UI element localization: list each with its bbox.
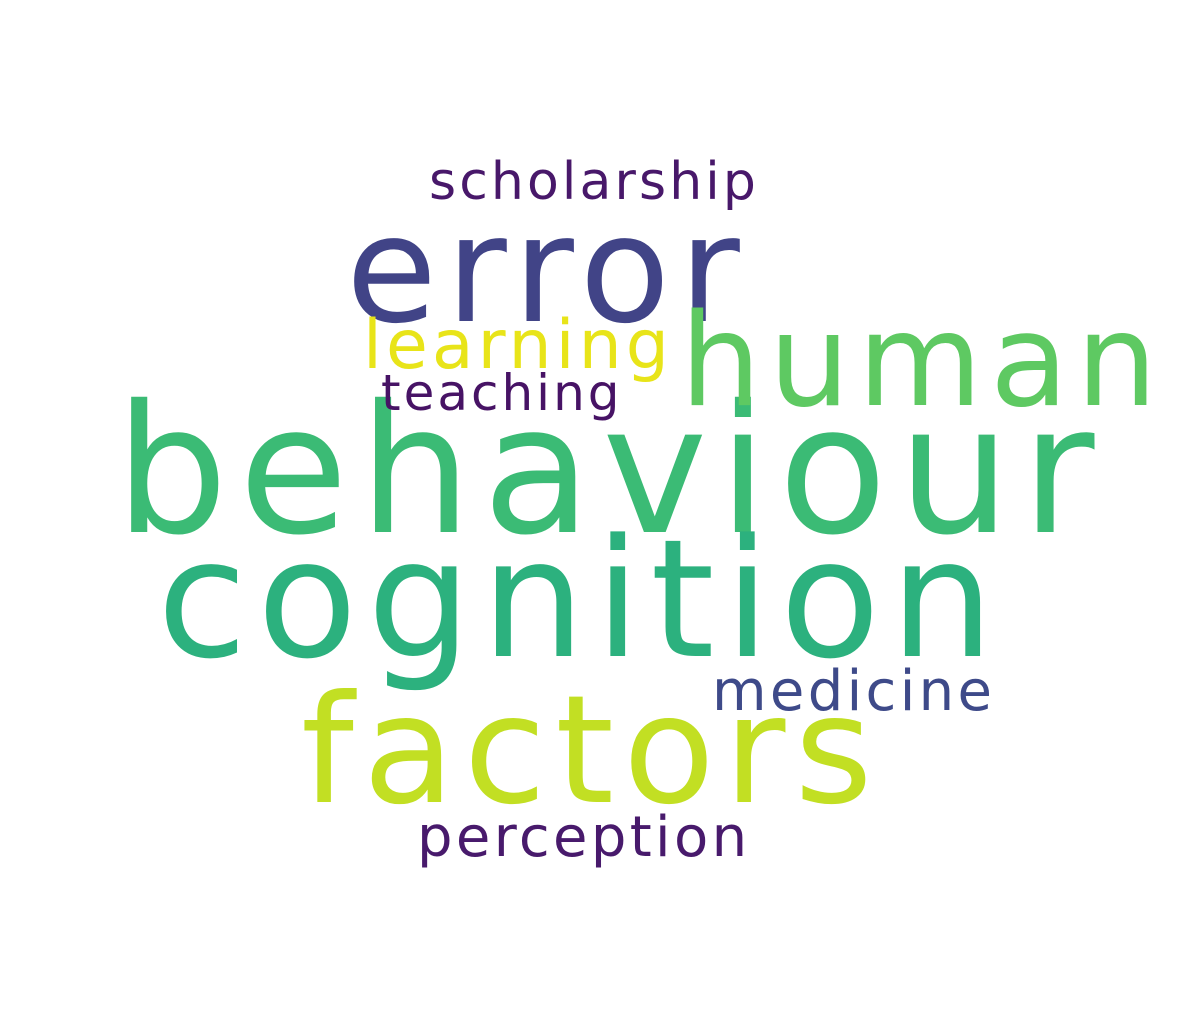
word-teaching: teaching xyxy=(381,364,623,422)
word-learning: learning xyxy=(363,306,674,385)
word-perception: perception xyxy=(417,805,751,870)
word-behaviour: behaviour xyxy=(115,367,1106,574)
word-factors: factors xyxy=(301,664,882,838)
word-medicine: medicine xyxy=(712,659,996,724)
word-scholarship: scholarship xyxy=(429,152,759,212)
word-error: error xyxy=(346,184,749,356)
word-human: human xyxy=(680,287,1165,436)
word-cognition: cognition xyxy=(157,504,1004,695)
